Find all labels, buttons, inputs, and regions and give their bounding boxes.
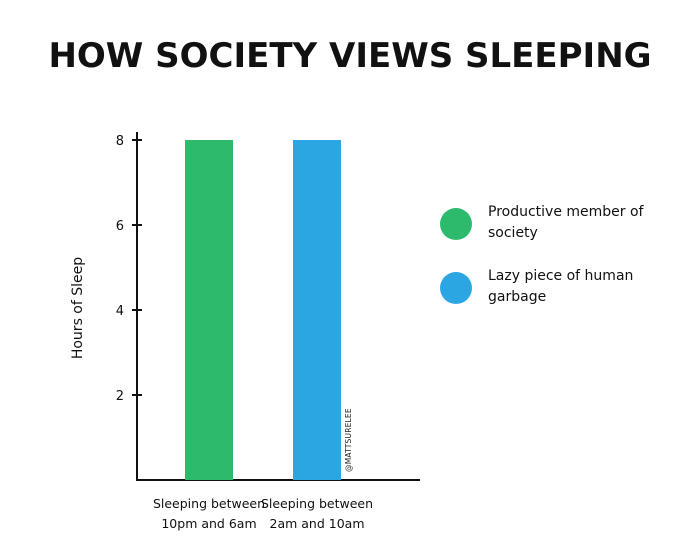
- legend-label-lazy: Lazy piece of human garbage: [488, 268, 634, 305]
- legend: Productive member of society Lazy piece …: [440, 200, 690, 328]
- x-category-labels: Sleeping between 10pm and 6am Sleeping bet…: [153, 496, 373, 531]
- legend-item-productive: Productive member of society: [440, 200, 690, 264]
- y-tick-label: 6: [116, 219, 124, 234]
- x-category-label: 10pm and 6am: [161, 516, 256, 531]
- y-axis-label: Hours of Sleep: [70, 257, 86, 359]
- chart-axes: [136, 132, 420, 481]
- y-tick-label: 8: [116, 134, 124, 149]
- legend-swatch-green: [440, 208, 472, 240]
- watermark-text: @MATTSURELEE: [344, 408, 353, 472]
- x-category-label: Sleeping between: [261, 496, 373, 511]
- x-category-label: Sleeping between: [153, 496, 265, 511]
- y-tick-label: 2: [116, 389, 124, 404]
- bar-productive: [185, 140, 233, 480]
- legend-swatch-blue: [440, 272, 472, 304]
- chart-bars: [185, 140, 341, 480]
- chart-title: HOW SOCIETY VIEWS SLEEPING: [48, 36, 652, 76]
- bar-lazy: [293, 140, 341, 480]
- legend-item-lazy: Lazy piece of human garbage: [440, 264, 690, 328]
- x-category-label: 2am and 10am: [270, 516, 365, 531]
- y-tick-label: 4: [116, 304, 124, 319]
- legend-label-productive: Productive member of society: [488, 204, 644, 241]
- y-ticks: 2 4 6 8: [116, 134, 142, 404]
